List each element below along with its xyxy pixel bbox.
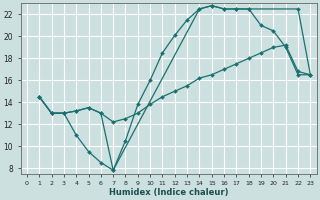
X-axis label: Humidex (Indice chaleur): Humidex (Indice chaleur) bbox=[109, 188, 228, 197]
